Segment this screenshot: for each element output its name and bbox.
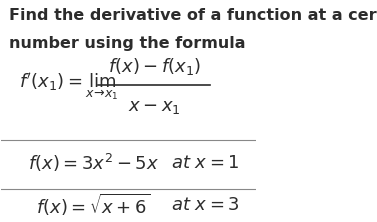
- Text: number using the formula: number using the formula: [9, 36, 245, 51]
- Text: $f'(x_1) = \lim_{x \to x_1}$: $f'(x_1) = \lim_{x \to x_1}$: [19, 72, 118, 103]
- Text: Find the derivative of a function at a certain: Find the derivative of a function at a c…: [9, 8, 377, 23]
- Text: $f(x) = \sqrt{x + 6}$: $f(x) = \sqrt{x + 6}$: [36, 192, 150, 218]
- Text: $at\ x = 1$: $at\ x = 1$: [171, 154, 239, 172]
- Text: $f(x) = 3x^2 - 5x$: $f(x) = 3x^2 - 5x$: [28, 152, 158, 174]
- Text: $x - x_1$: $x - x_1$: [128, 98, 181, 116]
- Text: $f(x) - f(x_1)$: $f(x) - f(x_1)$: [107, 56, 201, 77]
- Text: $at\ x = 3$: $at\ x = 3$: [171, 196, 239, 214]
